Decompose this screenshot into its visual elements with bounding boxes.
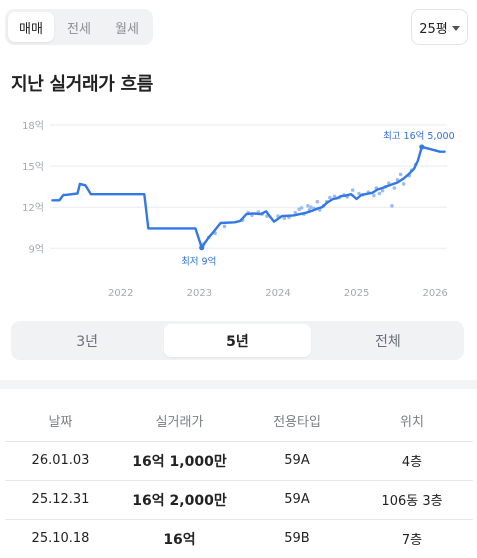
transaction-point <box>401 182 406 186</box>
section-divider <box>0 380 477 389</box>
y-tick-label: 15억 <box>22 161 44 173</box>
transaction-point <box>315 199 320 204</box>
transaction-point <box>222 224 227 229</box>
chart-grid <box>50 124 447 249</box>
transaction-point <box>357 191 361 196</box>
x-axis-ticks: 2022 2023 2024 2025 2026 <box>108 288 448 299</box>
x-tick-label: 2026 <box>422 288 447 299</box>
caret-down-icon <box>451 25 460 31</box>
period-tabs: 3년 5년 전체 <box>11 321 464 360</box>
x-tick-label: 2022 <box>108 288 133 299</box>
table-row[interactable]: 25.12.31 16억 2,000만 59A 106동 3층 <box>5 480 473 520</box>
trend-line <box>51 145 446 249</box>
header-price: 실거래가 <box>116 400 243 442</box>
trend-line-layer <box>51 145 446 249</box>
table-row[interactable]: 25.10.18 16억 59B 7층 <box>5 519 473 558</box>
area-size-value: 25평 <box>419 21 448 37</box>
x-tick-label: 2023 <box>187 288 212 299</box>
annotation-marker <box>199 245 205 251</box>
row-price: 16억 2,000만 <box>116 480 243 520</box>
row-area-type: 59A <box>243 480 351 520</box>
annotation-label: 최고 16억 5,000 <box>383 130 455 142</box>
row-area-type: 59A <box>243 441 351 481</box>
row-date: 25.10.18 <box>5 519 116 558</box>
row-location: 7층 <box>351 519 473 558</box>
chart-annotations: 최저 9억 최고 16억 5,000 <box>181 130 455 268</box>
transaction-point <box>390 204 394 208</box>
row-price: 16억 <box>116 519 243 558</box>
transaction-point <box>306 204 310 208</box>
tab-3-years[interactable]: 3년 <box>76 333 99 350</box>
tab-sale[interactable]: 매매 <box>8 12 54 42</box>
row-date: 26.01.03 <box>5 441 116 481</box>
header-date: 날짜 <box>5 400 116 442</box>
transaction-point <box>350 188 355 192</box>
y-axis-ticks: 9억 12억 15억 18억 <box>22 120 44 255</box>
transaction-point <box>392 186 397 190</box>
transaction-point <box>282 216 287 220</box>
transaction-point <box>328 195 332 200</box>
row-area-type: 59B <box>243 519 351 558</box>
transaction-point <box>293 210 298 215</box>
header-location: 위치 <box>351 400 473 442</box>
price-trend-chart: 9억 12억 15억 18억 2022 2023 2024 2025 2026 최저 9억 최고… <box>22 120 455 299</box>
y-tick-label: 12억 <box>22 202 44 214</box>
section-title: 지난 실거래가 흐름 <box>11 74 154 95</box>
tab-jeonse[interactable]: 전세 <box>67 21 91 37</box>
annotation-marker <box>419 144 425 150</box>
transaction-point <box>309 205 313 209</box>
transaction-point <box>299 206 304 210</box>
x-tick-label: 2024 <box>265 288 290 299</box>
tab-monthly-rent[interactable]: 월세 <box>115 21 139 37</box>
annotation-label: 최저 9억 <box>181 256 216 268</box>
header-area-type: 전용타입 <box>243 400 351 442</box>
y-tick-label: 18억 <box>22 120 44 132</box>
row-price: 16억 1,000만 <box>116 441 243 481</box>
transaction-table: 날짜 실거래가 전용타입 위치 26.01.03 16억 1,000만 59A … <box>5 400 473 558</box>
table-row[interactable]: 26.01.03 16억 1,000만 59A 4층 <box>5 441 473 481</box>
deal-type-tabs: 매매 전세 월세 <box>5 9 153 45</box>
transaction-point <box>332 194 337 199</box>
x-tick-label: 2025 <box>344 288 369 299</box>
row-location: 4층 <box>351 441 473 481</box>
transaction-point <box>380 188 385 193</box>
transaction-points <box>201 162 418 246</box>
row-date: 25.12.31 <box>5 480 116 520</box>
y-tick-label: 9억 <box>28 243 44 255</box>
row-location: 106동 3층 <box>351 480 473 520</box>
area-size-select[interactable]: 25평 <box>411 9 468 45</box>
tab-5-years[interactable]: 5년 <box>164 324 311 357</box>
tab-all-period[interactable]: 전체 <box>374 333 401 350</box>
table-header-row: 날짜 실거래가 전용타입 위치 <box>5 400 473 442</box>
transaction-point <box>372 193 376 198</box>
transaction-point <box>377 191 382 196</box>
transaction-point <box>398 172 403 177</box>
